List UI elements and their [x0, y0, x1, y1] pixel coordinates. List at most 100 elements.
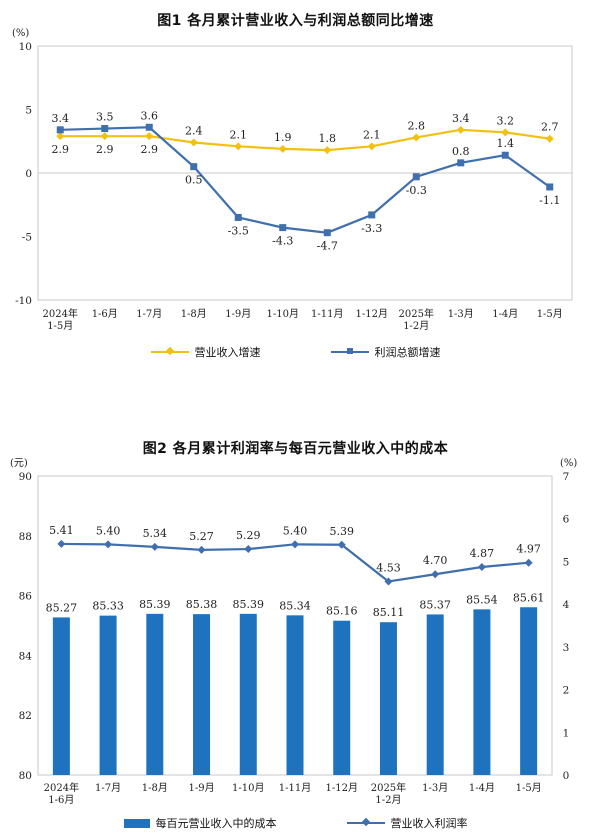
series-point-1: [101, 125, 109, 133]
series-line-0: [60, 128, 550, 152]
y-left-tick-label: 82: [19, 710, 32, 722]
y-right-tick-label: 5: [563, 556, 570, 568]
x-tick-label: 1-12月: [356, 308, 388, 320]
chart-1: 图1 各月累计营业收入与利润总额同比增速 (%) 10 5 0 -5 -10 2024年 1-…: [0, 0, 591, 395]
bar: [333, 620, 351, 775]
series-point-1: [323, 229, 331, 237]
data-label-0: 2.1: [230, 128, 248, 141]
margin-line: [61, 542, 529, 583]
x-tick-label: 1-11月: [279, 782, 311, 794]
legend-item-profit: 利润总额增速: [330, 344, 441, 360]
series-point-1: [546, 183, 554, 191]
legend-item-cost: 每百元营业收入中的成本: [123, 815, 277, 831]
margin-label: 4.97: [516, 543, 541, 556]
x-tick-label: 1-10月: [267, 308, 299, 320]
margin-point: [197, 545, 206, 554]
x-tick-label: 1-11月: [311, 308, 343, 320]
y-axis-right-unit: (%): [560, 458, 577, 469]
bar: [52, 617, 70, 775]
bar: [146, 613, 164, 775]
data-label-1: 0.5: [185, 174, 203, 187]
margin-point: [477, 562, 486, 571]
margin-label: 5.29: [236, 529, 261, 542]
y-axis-unit: (%): [12, 28, 29, 39]
data-label-0: 2.4: [185, 125, 203, 138]
bar-label: 85.54: [466, 593, 498, 606]
data-label-0: 2.8: [408, 119, 426, 132]
y-right-tick-label: 4: [563, 599, 570, 611]
data-label-0: 1.9: [274, 131, 292, 144]
legend-label-cost: 每百元营业收入中的成本: [155, 817, 277, 830]
legend-swatch-revenue: [150, 346, 189, 356]
data-label-0: 2.9: [96, 143, 114, 156]
bar-label: 85.16: [326, 605, 358, 618]
data-label-1: 1.4: [497, 137, 515, 150]
margin-point: [104, 540, 113, 549]
y-right-tick-label: 1: [563, 727, 570, 739]
legend-swatch-margin: [346, 817, 385, 827]
y-right-tick-label: 6: [563, 514, 570, 526]
data-label-1: 3.5: [96, 111, 114, 124]
x-tick-label: 1-5月: [516, 782, 542, 794]
series-point-0: [234, 142, 243, 151]
chart-1-plot: (%) 10 5 0 -5 -10 2024年 1-5月 1-6月 1-7月 1-8月 1-9月 1-1…: [12, 28, 573, 332]
data-label-0: 2.9: [141, 143, 159, 156]
series-line-1: [60, 126, 551, 234]
x-tick-label: 1-3月: [422, 782, 448, 794]
margin-point: [291, 540, 299, 549]
data-label-0: 3.2: [497, 114, 515, 127]
y-left-tick-label: 86: [19, 591, 33, 603]
series-point-1: [56, 126, 64, 134]
margin-point: [150, 542, 159, 551]
series-point-1: [145, 123, 153, 131]
y-right-tick-label: 2: [563, 685, 570, 697]
y-right-tick-label: 0: [563, 770, 570, 782]
data-label-1: -1.1: [539, 194, 560, 207]
series-point-0: [456, 125, 465, 134]
x-tick-label: 1-5月: [537, 308, 563, 320]
x-tick-label: 1-4月: [492, 308, 518, 320]
data-label-1: 0.8: [452, 145, 470, 158]
bar-label: 85.39: [139, 598, 171, 611]
x-tick-label: 1-9月: [225, 308, 251, 320]
chart-2-legend: 每百元营业收入中的成本 营业收入利润率: [0, 815, 591, 831]
bar-label: 85.34: [279, 599, 311, 612]
legend-label-revenue: 营业收入增速: [194, 346, 261, 359]
y-right-tick-label: 3: [563, 642, 570, 654]
legend-item-margin: 营业收入利润率: [346, 815, 468, 831]
series-point-0: [323, 146, 332, 155]
x-tick-label: 1-3月: [448, 308, 474, 320]
margin-point: [57, 539, 66, 548]
series-point-0: [145, 132, 154, 141]
data-label-1: -3.3: [361, 222, 382, 235]
x-tick-label: 1-10月: [232, 782, 264, 794]
chart-1-legend: 营业收入增速 利润总额增速: [0, 344, 591, 360]
margin-label: 5.40: [283, 524, 308, 537]
margin-point: [244, 545, 253, 554]
bar: [426, 614, 444, 775]
bar: [193, 614, 211, 775]
bar-label: 85.27: [46, 601, 78, 614]
series-point-1: [190, 163, 198, 171]
margin-label: 5.40: [96, 524, 121, 537]
data-label-1: 3.4: [52, 112, 70, 125]
margin-point: [337, 540, 346, 549]
series-point-0: [367, 142, 376, 151]
bar-label: 85.38: [186, 598, 218, 611]
legend-label-profit: 利润总额增速: [374, 346, 441, 359]
y-tick-label: -5: [22, 232, 32, 244]
margin-label: 5.34: [143, 527, 168, 540]
margin-point: [384, 577, 393, 586]
series-point-0: [501, 128, 510, 137]
bar-label: 85.11: [373, 606, 405, 619]
chart-1-title: 图1 各月累计营业收入与利润总额同比增速: [157, 13, 434, 29]
bar: [286, 615, 304, 775]
bar: [99, 615, 117, 775]
x-tick-label: 2024年 1-5月: [43, 307, 78, 332]
x-tick-label: 2024年 1-6月: [44, 781, 79, 806]
bar: [520, 607, 538, 775]
legend-item-revenue: 营业收入增速: [150, 344, 261, 360]
y-tick-label: -10: [15, 295, 32, 307]
legend-swatch-profit: [330, 348, 369, 354]
margin-label: 5.41: [49, 524, 74, 537]
